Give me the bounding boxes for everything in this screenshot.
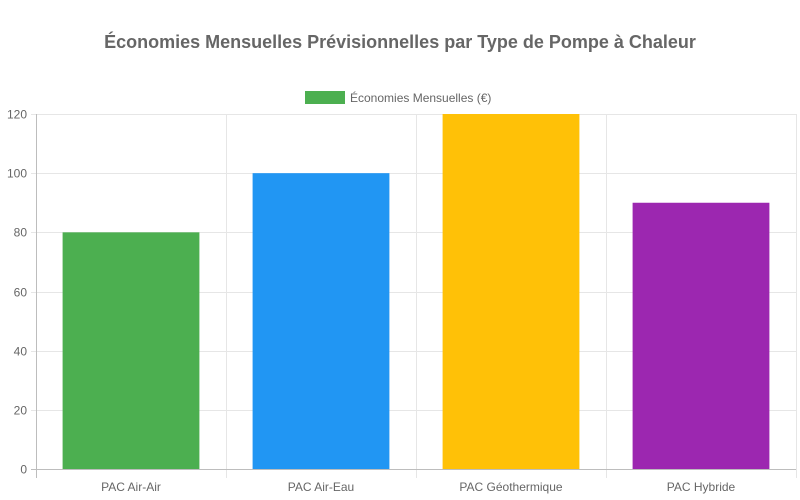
x-tick-label: PAC Hybride [667,480,736,494]
y-tick-label: 120 [7,108,27,122]
bar-pac-g-othermique[interactable] [442,114,580,469]
bar-pac-hybride[interactable] [632,202,770,469]
y-tick-label: 100 [7,167,27,181]
legend-label: Économies Mensuelles (€) [350,90,491,105]
x-tick-label: PAC Air-Air [101,480,161,494]
y-tick-label: 80 [14,226,28,240]
axes [31,114,796,478]
legend[interactable]: Économies Mensuelles (€) [305,90,491,105]
bar-pac-air-air[interactable] [62,232,200,469]
chart-title: Économies Mensuelles Prévisionnelles par… [104,31,696,52]
x-tick-label: PAC Air-Eau [288,480,354,494]
bar-pac-air-eau[interactable] [252,173,390,469]
legend-swatch [305,91,345,104]
y-tick-label: 0 [20,463,27,477]
x-axis-ticks: PAC Air-Air PAC Air-Eau PAC Géothermique PA… [101,480,735,494]
x-tick-label: PAC Géothermique [459,480,562,494]
bars [62,114,770,469]
y-axis-ticks: 0 20 40 60 80 100 120 [7,108,27,477]
y-tick-label: 60 [14,286,28,300]
y-tick-label: 20 [14,404,28,418]
y-tick-label: 40 [14,345,28,359]
